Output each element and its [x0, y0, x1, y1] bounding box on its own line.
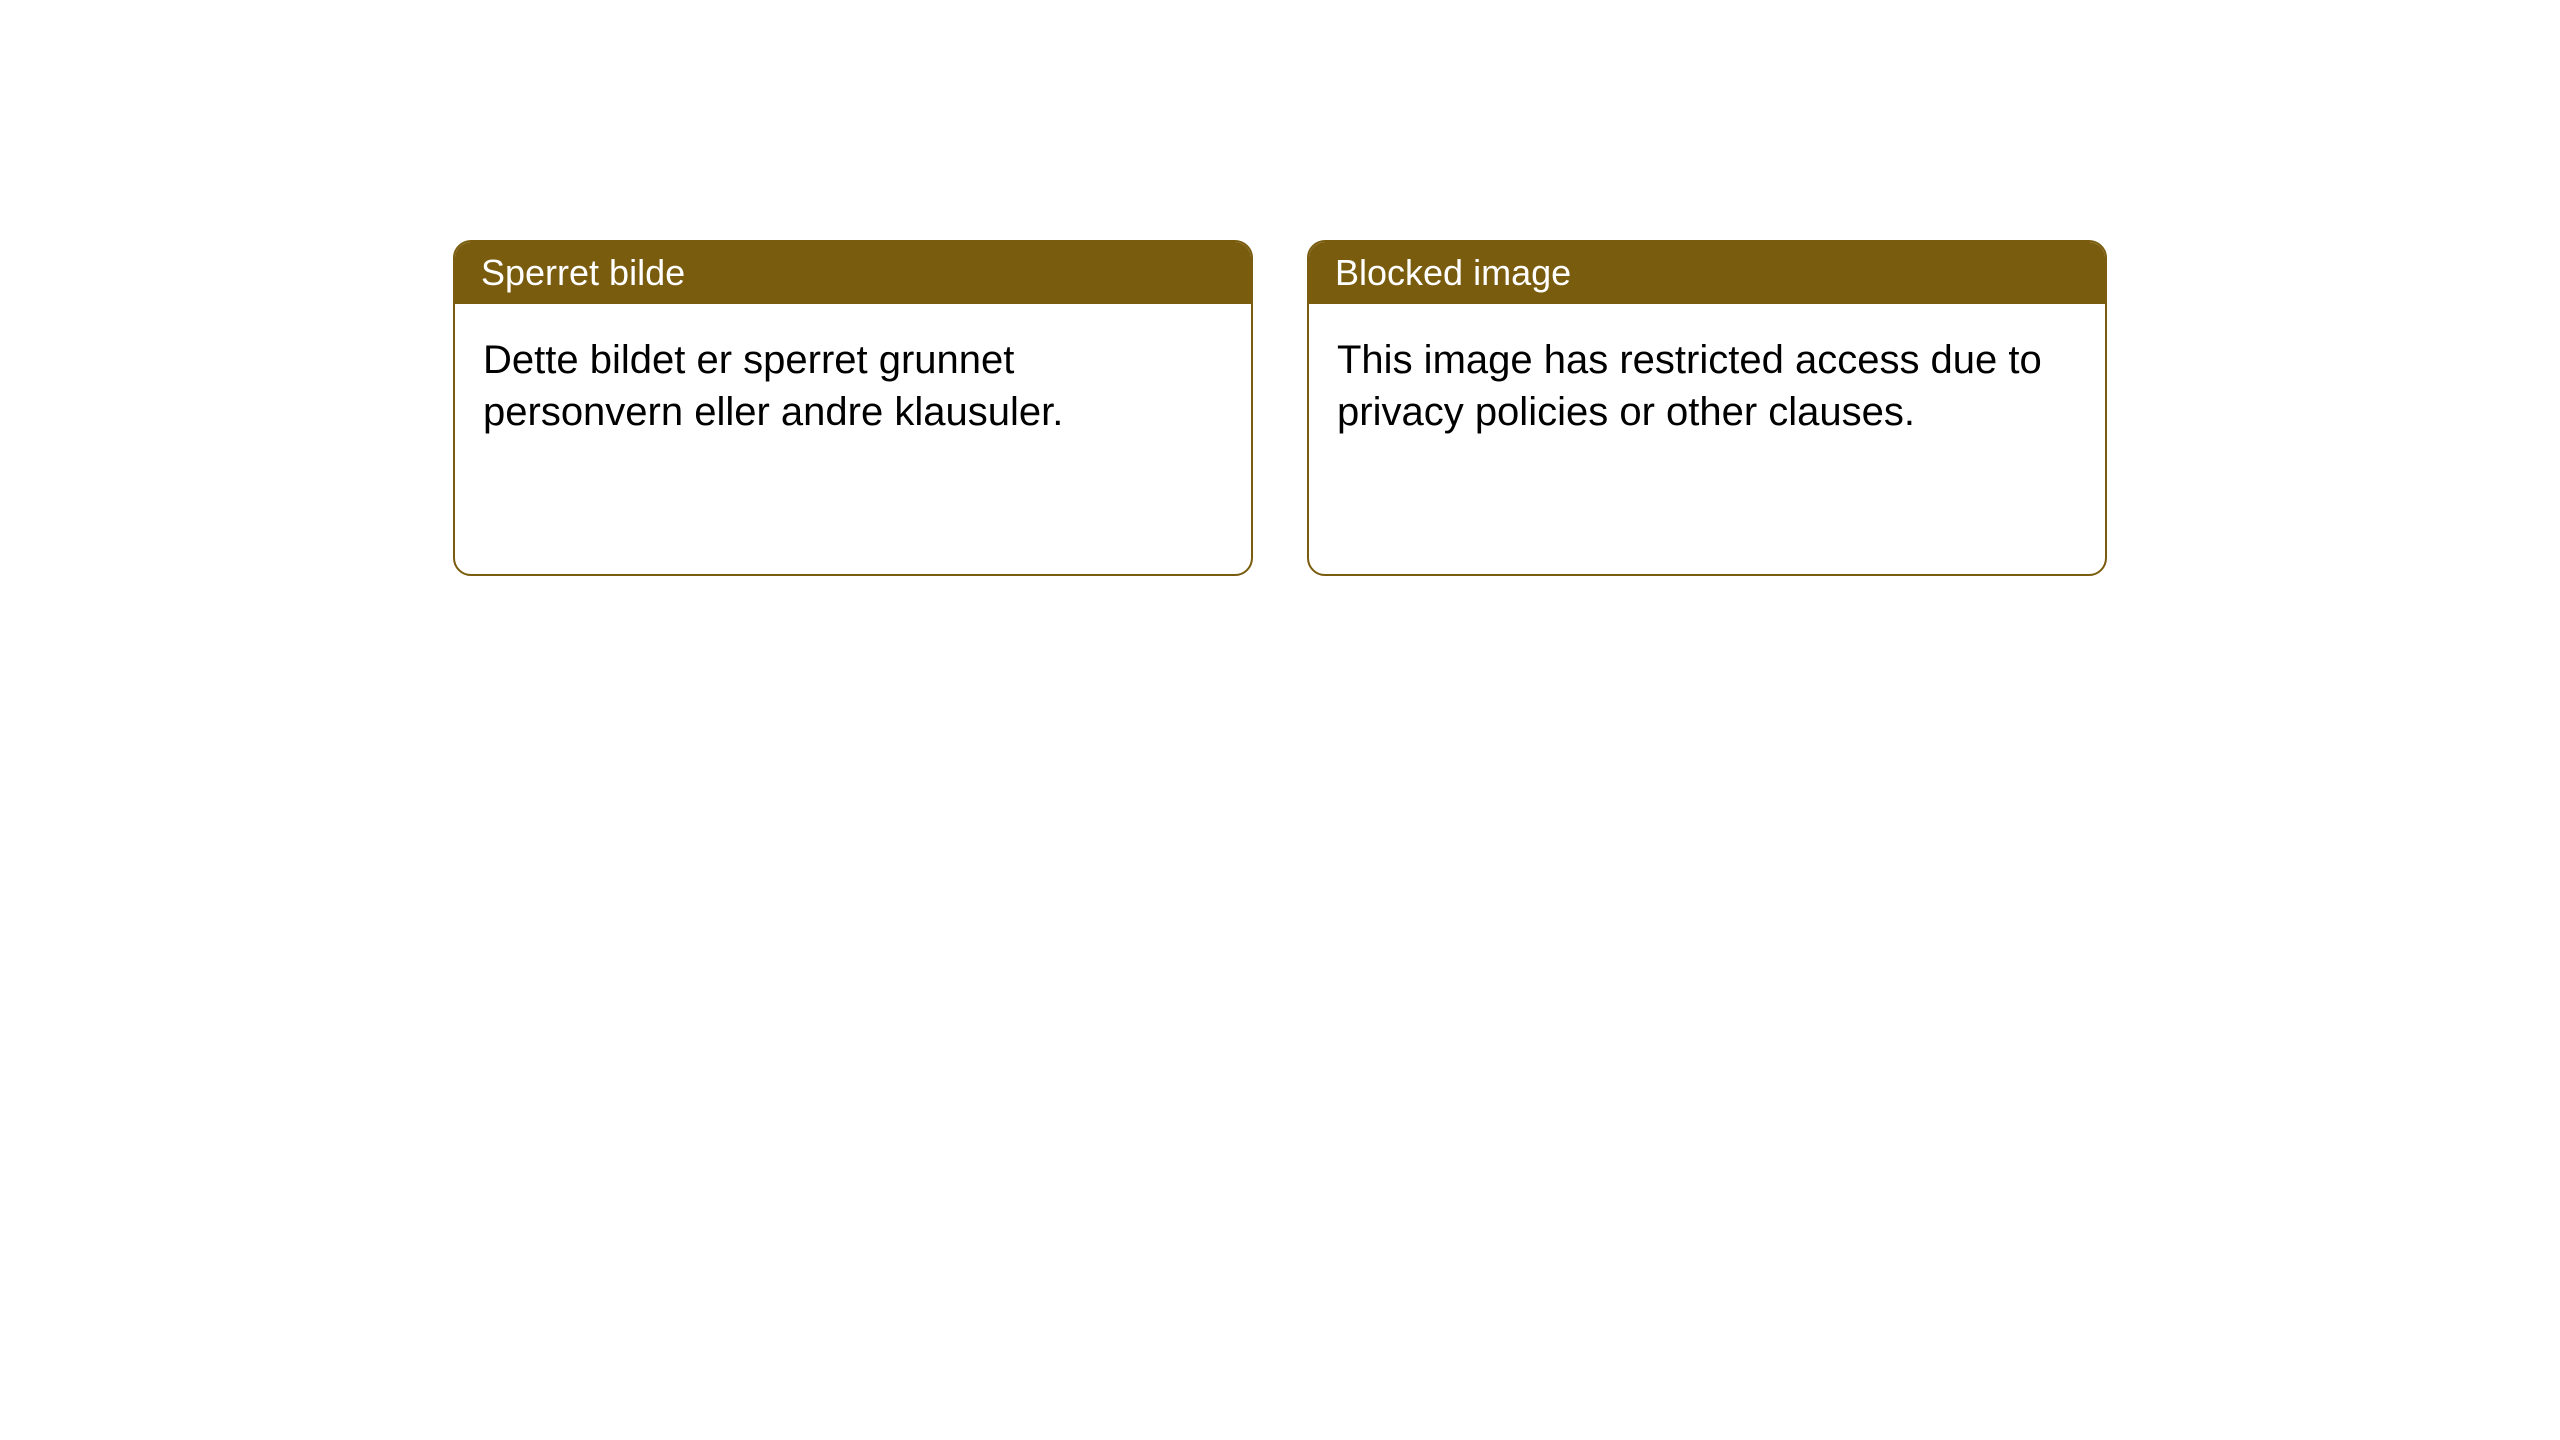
notice-container: Sperret bilde Dette bildet er sperret gr… — [453, 240, 2107, 576]
notice-card-norwegian: Sperret bilde Dette bildet er sperret gr… — [453, 240, 1253, 576]
notice-body-norwegian: Dette bildet er sperret grunnet personve… — [455, 304, 1251, 574]
notice-header-english: Blocked image — [1309, 242, 2105, 304]
notice-body-english: This image has restricted access due to … — [1309, 304, 2105, 574]
notice-header-norwegian: Sperret bilde — [455, 242, 1251, 304]
notice-card-english: Blocked image This image has restricted … — [1307, 240, 2107, 576]
